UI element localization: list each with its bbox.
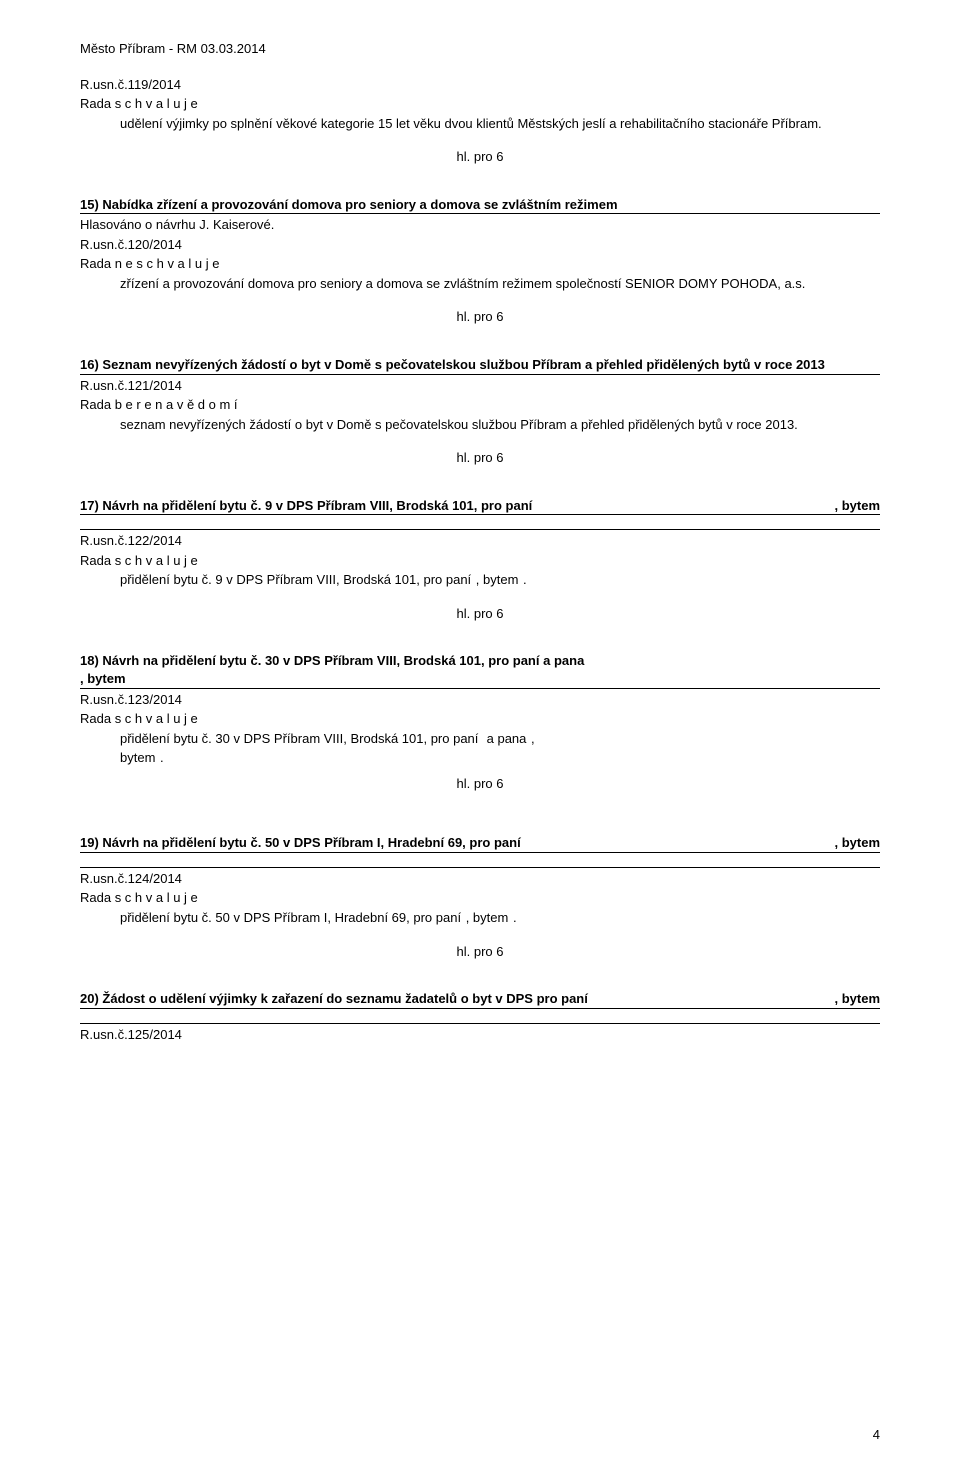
topic-title-left: 18) Návrh na přidělení bytu č. 30 v DPS …	[80, 653, 543, 668]
resolution-body: zřízení a provozování domova pro seniory…	[80, 275, 880, 293]
resolution-ref: R.usn.č.125/2014	[80, 1026, 880, 1044]
resolution-ref: R.usn.č.124/2014	[80, 870, 880, 888]
topic-rule	[80, 1023, 880, 1024]
topic-title-left: 17) Návrh na přidělení bytu č. 9 v DPS P…	[80, 497, 532, 515]
topic-title-line2: , bytem	[80, 670, 880, 688]
resolution-ref: R.usn.č.119/2014	[80, 76, 880, 94]
vote-result: hl. pro 6	[80, 308, 880, 326]
topic-title: 15) Nabídka zřízení a provozování domova…	[80, 196, 880, 214]
resolution-ref: R.usn.č.122/2014	[80, 532, 880, 550]
body-part: bytem	[120, 750, 159, 765]
body-part: .	[513, 910, 517, 925]
rada-action: Rada n e s c h v a l u j e	[80, 255, 880, 273]
resolution-ref: R.usn.č.121/2014	[80, 377, 880, 395]
vote-result: hl. pro 6	[80, 148, 880, 166]
topic-title: 20) Žádost o udělení výjimky k zařazení …	[80, 990, 880, 1008]
vote-result: hl. pro 6	[80, 943, 880, 961]
body-part: a pana	[483, 731, 530, 746]
hlasovano-text: Hlasováno o návrhu J. Kaiserové.	[80, 216, 880, 234]
body-part: , bytem	[476, 572, 522, 587]
rada-action: Rada s c h v a l u j e	[80, 710, 880, 728]
topic-rule	[80, 529, 880, 530]
document-page: Město Příbram - RM 03.03.2014 R.usn.č.11…	[0, 0, 960, 1468]
body-part: přidělení bytu č. 9 v DPS Příbram VIII, …	[120, 572, 475, 587]
topic-rule	[80, 867, 880, 868]
resolution-body: přidělení bytu č. 50 v DPS Příbram I, Hr…	[80, 909, 880, 927]
topic-rule	[80, 1008, 880, 1009]
topic-title: 17) Návrh na přidělení bytu č. 9 v DPS P…	[80, 497, 880, 515]
body-part: přidělení bytu č. 50 v DPS Příbram I, Hr…	[120, 910, 465, 925]
body-part: přidělení bytu č. 30 v DPS Příbram VIII,…	[120, 731, 482, 746]
vote-result: hl. pro 6	[80, 605, 880, 623]
topic-title-left: 19) Návrh na přidělení bytu č. 50 v DPS …	[80, 834, 521, 852]
rada-action: Rada b e r e n a v ě d o m í	[80, 396, 880, 414]
topic-title: 18) Návrh na přidělení bytu č. 30 v DPS …	[80, 652, 880, 687]
topic-rule	[80, 213, 880, 214]
resolution-ref: R.usn.č.120/2014	[80, 236, 880, 254]
topic-title-right: , bytem	[834, 990, 880, 1008]
document-header: Město Příbram - RM 03.03.2014	[80, 40, 880, 58]
topic-title: 16) Seznam nevyřízených žádostí o byt v …	[80, 356, 880, 374]
topic-title: 19) Návrh na přidělení bytu č. 50 v DPS …	[80, 834, 880, 852]
resolution-ref: R.usn.č.123/2014	[80, 691, 880, 709]
page-number: 4	[873, 1426, 880, 1444]
topic-title-right: , bytem	[834, 834, 880, 852]
topic-rule	[80, 374, 880, 375]
resolution-body: přidělení bytu č. 9 v DPS Příbram VIII, …	[80, 571, 880, 589]
body-part: .	[523, 572, 527, 587]
rada-action: Rada s c h v a l u j e	[80, 889, 880, 907]
topic-rule	[80, 514, 880, 515]
topic-title-right: a pana	[543, 653, 584, 668]
body-part: ,	[531, 731, 535, 746]
body-part: .	[160, 750, 164, 765]
topic-rule	[80, 688, 880, 689]
body-part: , bytem	[466, 910, 512, 925]
topic-title-right: , bytem	[834, 497, 880, 515]
resolution-body: udělení výjimky po splnění věkové katego…	[80, 115, 880, 133]
vote-result: hl. pro 6	[80, 449, 880, 467]
rada-action: Rada s c h v a l u j e	[80, 552, 880, 570]
rada-action: Rada s c h v a l u j e	[80, 95, 880, 113]
topic-title-left: 20) Žádost o udělení výjimky k zařazení …	[80, 990, 588, 1008]
vote-result: hl. pro 6	[80, 775, 880, 793]
resolution-body: seznam nevyřízených žádostí o byt v Domě…	[80, 416, 880, 434]
resolution-body-line2: bytem .	[80, 749, 880, 767]
topic-rule	[80, 852, 880, 853]
resolution-body: přidělení bytu č. 30 v DPS Příbram VIII,…	[80, 730, 880, 748]
